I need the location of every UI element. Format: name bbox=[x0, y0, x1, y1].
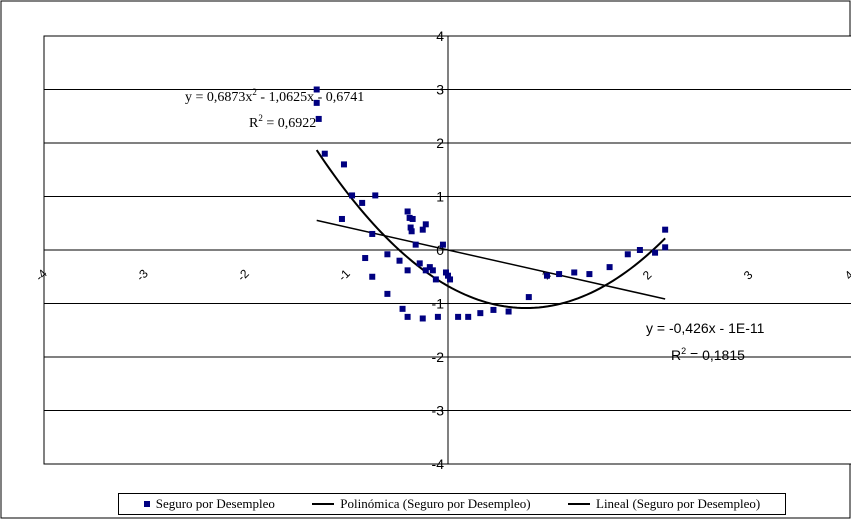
data-point bbox=[340, 161, 347, 168]
y-tick-labels: 4 3 2 1 0 -1 -2 -3 -4 bbox=[432, 28, 445, 472]
data-point bbox=[412, 241, 419, 248]
y-tick-label: -1 bbox=[432, 296, 445, 312]
y-tick-label: -3 bbox=[432, 403, 445, 419]
data-point bbox=[662, 226, 669, 233]
data-point bbox=[525, 294, 532, 301]
legend-label: Polinómica (Seguro por Desempleo) bbox=[340, 496, 531, 511]
y-tick-label: -4 bbox=[432, 456, 445, 472]
data-point bbox=[313, 86, 320, 93]
data-point bbox=[369, 273, 376, 280]
data-point bbox=[662, 244, 669, 251]
data-point bbox=[432, 276, 439, 283]
data-point bbox=[586, 271, 593, 278]
data-point bbox=[556, 271, 563, 278]
data-point bbox=[406, 214, 413, 221]
data-point bbox=[543, 272, 550, 279]
legend-label: Seguro por Desempleo bbox=[155, 496, 275, 511]
poly-r-squared: R2 = 0,6922 bbox=[249, 113, 316, 131]
legend-item-scatter: Seguro por Desempleo bbox=[143, 496, 275, 512]
data-point bbox=[404, 267, 411, 274]
data-point bbox=[404, 208, 411, 215]
data-point bbox=[571, 269, 578, 276]
data-point bbox=[408, 228, 415, 235]
legend: Seguro por Desempleo Polinómica (Seguro … bbox=[118, 493, 786, 515]
y-tick-label: 1 bbox=[436, 189, 444, 205]
legend-label: Lineal (Seguro por Desempleo) bbox=[596, 496, 761, 511]
data-point bbox=[399, 305, 406, 312]
data-point bbox=[490, 306, 497, 313]
data-point bbox=[477, 310, 484, 317]
data-point bbox=[321, 150, 328, 157]
y-tick-label: -2 bbox=[432, 349, 445, 365]
grid-lines bbox=[44, 89, 851, 411]
data-point bbox=[422, 267, 429, 274]
data-point bbox=[636, 247, 643, 253]
y-tick-label: 4 bbox=[436, 28, 444, 44]
data-point bbox=[505, 308, 512, 315]
legend-square-icon bbox=[143, 501, 150, 507]
linear-equation: y = -0,426x - 1E-11 bbox=[646, 320, 765, 336]
data-point bbox=[422, 221, 429, 228]
data-point bbox=[455, 313, 462, 320]
legend-line-icon bbox=[312, 503, 335, 505]
legend-item-polynomial: Polinómica (Seguro por Desempleo) bbox=[312, 496, 531, 512]
data-point bbox=[416, 260, 423, 267]
x-tick-label: 4 bbox=[842, 268, 851, 283]
y-tick-label: 3 bbox=[436, 82, 444, 98]
data-point bbox=[362, 255, 369, 262]
data-point bbox=[396, 257, 403, 264]
data-point bbox=[445, 272, 451, 279]
data-point bbox=[624, 251, 631, 258]
data-point bbox=[409, 215, 416, 222]
data-point bbox=[426, 264, 433, 271]
data-point bbox=[338, 215, 345, 222]
data-point bbox=[404, 313, 411, 320]
legend-line-icon bbox=[568, 503, 590, 505]
data-point bbox=[439, 241, 446, 248]
data-point bbox=[429, 267, 436, 274]
data-point bbox=[407, 224, 414, 231]
data-point bbox=[434, 313, 441, 320]
data-point bbox=[349, 192, 356, 199]
y-tick-label: 2 bbox=[436, 135, 444, 151]
legend-item-linear: Lineal (Seguro por Desempleo) bbox=[568, 496, 760, 512]
data-point bbox=[652, 249, 659, 256]
data-point bbox=[419, 226, 426, 233]
data-point bbox=[359, 199, 366, 206]
data-point bbox=[447, 276, 454, 283]
data-point bbox=[419, 315, 426, 322]
data-point bbox=[369, 230, 376, 237]
linear-r-squared: R2 = 0,1815 bbox=[671, 346, 745, 363]
data-point bbox=[384, 251, 391, 258]
polynomial-trendline bbox=[315, 149, 666, 310]
scatter-points bbox=[313, 86, 669, 322]
data-point bbox=[442, 269, 449, 276]
y-tick-label: 0 bbox=[436, 242, 444, 258]
data-point bbox=[315, 115, 322, 122]
poly-equation: y = 0,6873x2 - 1,0625x - 0,6741 bbox=[185, 87, 364, 105]
data-point bbox=[384, 290, 391, 297]
data-point bbox=[372, 192, 379, 199]
data-point bbox=[313, 99, 320, 106]
data-point bbox=[465, 313, 472, 320]
data-point bbox=[606, 264, 613, 271]
